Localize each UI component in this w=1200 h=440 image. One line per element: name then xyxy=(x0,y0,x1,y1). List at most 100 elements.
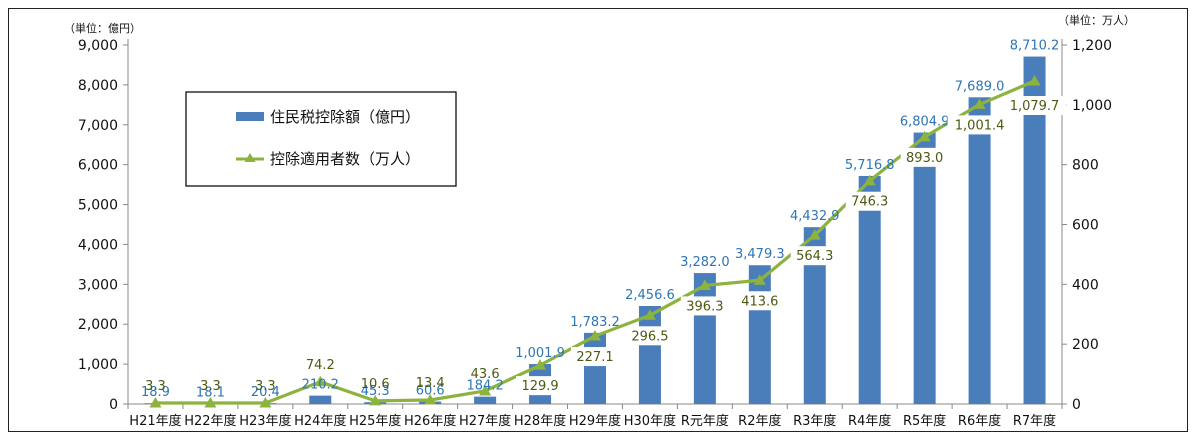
bar-value-label: 60.6 xyxy=(416,384,445,399)
x-tick-label: H21年度 xyxy=(129,413,181,429)
x-tick-label: H23年度 xyxy=(239,413,291,429)
bar-value-label: 45.3 xyxy=(361,384,390,399)
x-tick-label: H26年度 xyxy=(404,413,456,429)
bar-value-label: 18.9 xyxy=(141,385,170,400)
x-tick-label: H27年度 xyxy=(459,413,511,429)
bar-value-label: 210.2 xyxy=(302,378,339,393)
line-marker xyxy=(204,397,217,408)
line-marker xyxy=(424,393,437,405)
line-marker xyxy=(369,394,382,406)
x-tick-label: H24年度 xyxy=(294,413,346,429)
line-value-label: 746.3 xyxy=(851,195,888,210)
line-marker xyxy=(1028,74,1041,86)
line-marker xyxy=(918,130,931,142)
left-tick-label: 9,000 xyxy=(78,38,118,54)
bar-value-label: 2,456.6 xyxy=(625,288,675,303)
left-tick-label: 2,000 xyxy=(78,317,118,333)
bar xyxy=(309,395,332,404)
line-value-label: 413.6 xyxy=(741,294,778,309)
bar xyxy=(913,132,936,404)
legend-line-label: 控除適用者数（万人） xyxy=(270,150,420,168)
line-marker xyxy=(149,397,162,408)
left-axis-unit: （単位：億円） xyxy=(64,21,141,35)
x-tick-label: R5年度 xyxy=(903,413,946,429)
bar xyxy=(693,273,716,404)
bar-value-label: 1,001.9 xyxy=(515,346,565,361)
right-tick-label: 200 xyxy=(1072,337,1099,353)
line-marker xyxy=(753,274,766,285)
line-marker xyxy=(808,229,821,240)
right-tick-label: 800 xyxy=(1072,158,1099,174)
x-tick-label: R6年度 xyxy=(958,413,1001,429)
line-value-label: 3.3 xyxy=(145,379,166,394)
line-value-label: 1,001.4 xyxy=(955,118,1005,133)
bar xyxy=(968,97,991,404)
bar-value-label: 8,710.2 xyxy=(1010,39,1060,54)
line-label-bg xyxy=(947,115,1012,135)
line-label-bg xyxy=(900,147,949,167)
bar xyxy=(474,396,497,404)
bar-value-label: 1,783.2 xyxy=(570,315,620,330)
left-tick-label: 4,000 xyxy=(78,237,118,253)
line-marker xyxy=(643,309,656,320)
bar-value-label: 18.1 xyxy=(196,385,225,400)
chart-axes: 0 1,000 2,000 3,000 4,000 5,000 6,000 7,000 8,00… xyxy=(78,38,1112,429)
line-value-label: 43.6 xyxy=(471,367,500,382)
line-value-label: 74.2 xyxy=(306,358,335,373)
left-tick-label: 6,000 xyxy=(78,158,118,174)
right-tick-label: 400 xyxy=(1072,277,1099,293)
bar-value-label: 6,804.9 xyxy=(900,115,950,130)
line-label-bg xyxy=(625,326,674,346)
bar-value-label: 4,432.9 xyxy=(790,209,840,224)
bar-value-label: 7,689.0 xyxy=(955,79,1005,94)
line-marker xyxy=(259,397,272,408)
line-value-label: 10.6 xyxy=(361,377,390,392)
line-label-bg xyxy=(790,246,839,266)
line-value-label: 893.0 xyxy=(906,151,943,166)
x-tick-label: R2年度 xyxy=(738,413,781,429)
right-tick-label: 1,200 xyxy=(1072,38,1112,54)
line-value-label: 227.1 xyxy=(576,350,613,365)
bar xyxy=(1023,56,1046,404)
line-value-label: 1,079.7 xyxy=(1010,99,1060,114)
line-marker xyxy=(314,375,327,387)
x-tick-label: H22年度 xyxy=(184,413,236,429)
data-labels: 18.9 18.1 20.4 210.2 45.3 60.6 184.2 1,001.9 1,7… xyxy=(141,39,1067,400)
line-label-bg xyxy=(1002,95,1067,115)
bar xyxy=(638,306,661,404)
x-tick-label: H28年度 xyxy=(514,413,566,429)
right-tick-label: 0 xyxy=(1072,397,1081,413)
x-tick-label: R3年度 xyxy=(793,413,836,429)
bar-value-label: 3,282.0 xyxy=(680,255,730,270)
x-tick-label: H30年度 xyxy=(624,413,676,429)
left-tick-label: 7,000 xyxy=(78,118,118,134)
line-value-label: 396.3 xyxy=(686,299,723,314)
legend-bar-label: 住民税控除額（億円） xyxy=(270,108,420,126)
x-tick-label: R7年度 xyxy=(1013,413,1056,429)
right-tick-label: 1,000 xyxy=(1072,98,1112,114)
bar-value-label: 3,479.3 xyxy=(735,247,785,262)
line-marker xyxy=(973,98,986,109)
left-tick-label: 5,000 xyxy=(78,198,118,214)
right-axis-unit: （単位：万人） xyxy=(1058,13,1135,27)
line-value-label: 296.5 xyxy=(631,329,668,344)
right-tick-label: 600 xyxy=(1072,218,1099,234)
x-tick-label: H29年度 xyxy=(569,413,621,429)
line-value-label: 564.3 xyxy=(796,249,833,264)
bar-value-label: 184.2 xyxy=(467,379,504,394)
line-label-bg xyxy=(680,296,729,316)
line-marker xyxy=(479,384,492,396)
line-marker xyxy=(698,279,711,290)
legend: 住民税控除額（億円） 控除適用者数（万人） xyxy=(185,91,457,187)
line-label-bg xyxy=(571,347,619,367)
x-tick-label: R元年度 xyxy=(681,413,729,429)
legend-line-marker xyxy=(244,153,256,162)
bar xyxy=(748,265,771,404)
line-value-label: 3.3 xyxy=(200,379,221,394)
bar-value-label: 20.4 xyxy=(251,385,280,400)
line-label-bg xyxy=(516,376,565,396)
line-value-label: 13.4 xyxy=(416,376,445,391)
line-value-label: 129.9 xyxy=(521,379,558,394)
left-tick-label: 1,000 xyxy=(78,357,118,373)
